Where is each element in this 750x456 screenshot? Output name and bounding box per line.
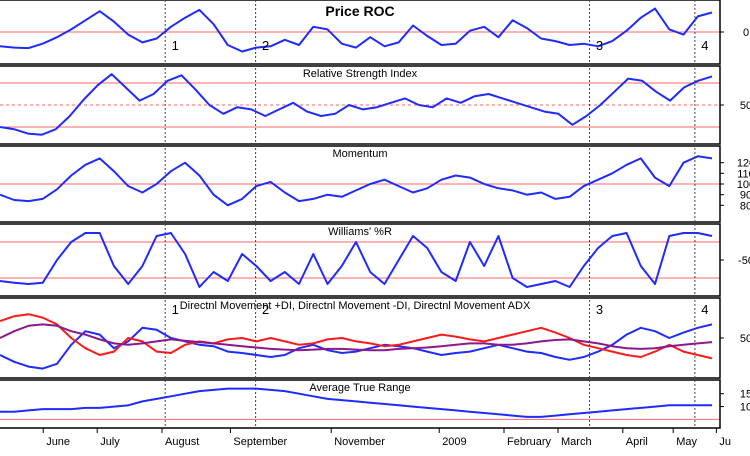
marker-label-1: 1 — [172, 302, 179, 317]
y-tick-label: -50 — [738, 255, 750, 267]
y-tick-label: 100 — [737, 179, 750, 191]
panel-frame — [0, 145, 721, 223]
x-tick-label: August — [165, 436, 199, 448]
marker-label-3: 3 — [596, 38, 603, 53]
panel-title: Williams' %R — [328, 226, 392, 238]
x-tick-label: April — [626, 436, 648, 448]
panel-title: Price ROC — [325, 3, 394, 19]
panel-frame — [0, 0, 721, 65]
panel-3: Momentum 1201101009080 — [0, 145, 750, 223]
panel-title: Average True Range — [309, 382, 410, 394]
series-line-1 — [0, 73, 713, 136]
series-line-1 — [0, 387, 712, 418]
panel-title: Momentum — [332, 148, 387, 160]
y-tick-label: 80 — [740, 200, 750, 212]
y-tick-label: 120 — [737, 158, 750, 170]
panel-frame — [0, 297, 721, 379]
marker-label-2: 2 — [262, 302, 269, 317]
x-tick-label: Ju — [719, 436, 731, 448]
series-line-1 — [0, 155, 713, 207]
panel-4: Williams' %R -50 — [0, 223, 750, 297]
marker-label-1: 1 — [172, 38, 179, 53]
y-tick-label: 50 — [740, 100, 750, 112]
panel-1: Price ROC 0 — [0, 0, 749, 65]
x-tick-label: 2009 — [442, 436, 466, 448]
x-tick-label: June — [46, 436, 70, 448]
x-tick-label: May — [676, 436, 697, 448]
y-tick-label: 15 — [740, 389, 750, 401]
x-tick-label: November — [334, 436, 385, 448]
series-line-1 — [0, 232, 713, 288]
x-tick-label: March — [561, 436, 592, 448]
panel-5: Directnl Movement +DI, Directnl Movement… — [0, 297, 750, 379]
series-line-2 — [0, 313, 713, 360]
panel-frame — [0, 65, 721, 145]
panel-2: Relative Strength Index 50 — [0, 65, 750, 145]
panel-title: Relative Strength Index — [303, 68, 418, 80]
x-tick-label: February — [507, 436, 552, 448]
panel-title: Directnl Movement +DI, Directnl Movement… — [180, 300, 531, 312]
y-tick-label: 110 — [737, 168, 750, 180]
marker-label-4: 4 — [701, 302, 708, 317]
y-tick-label: 50 — [740, 333, 750, 345]
y-tick-label: 0 — [743, 27, 749, 39]
panel-frame — [0, 223, 721, 297]
series-line-3 — [0, 323, 713, 352]
y-tick-label: 10 — [740, 402, 750, 414]
x-tick-label: July — [100, 436, 120, 448]
series-line-1 — [0, 7, 713, 53]
marker-label-3: 3 — [596, 302, 603, 317]
marker-label-2: 2 — [262, 38, 269, 53]
marker-label-4: 4 — [701, 38, 708, 53]
y-tick-label: 90 — [740, 190, 750, 202]
x-tick-label: September — [233, 436, 287, 448]
